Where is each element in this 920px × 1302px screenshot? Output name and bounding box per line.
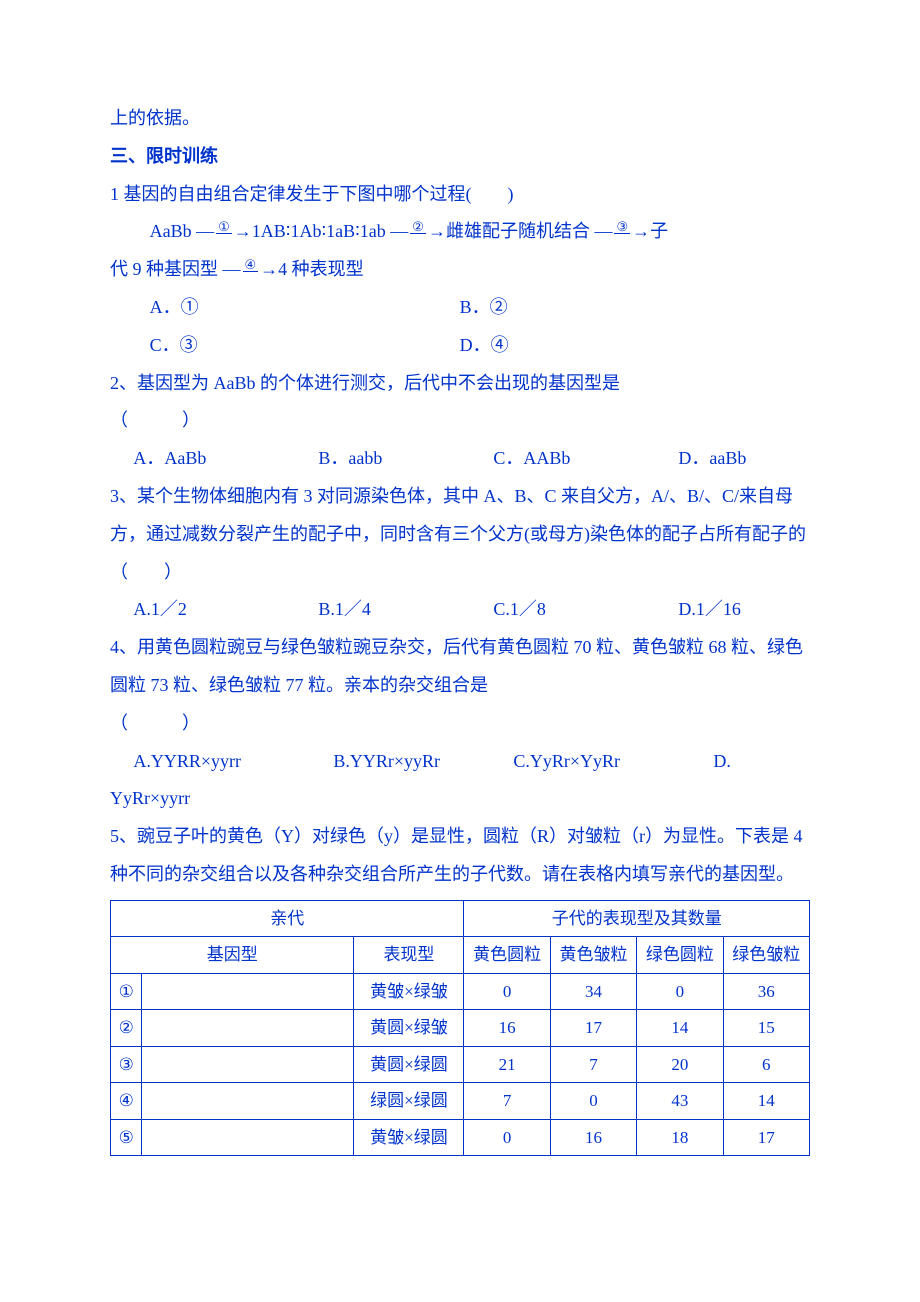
th-c1: 黄色圆粒	[464, 937, 550, 974]
th-c3: 绿色圆粒	[637, 937, 723, 974]
row-v3: 43	[637, 1083, 723, 1120]
q3-opts: A.1／2 B.1／4 C.1／8 D.1／16	[110, 591, 810, 629]
th-offspring: 子代的表现型及其数量	[464, 900, 810, 937]
row-v4: 14	[723, 1083, 809, 1120]
q4-opt-b: B.YYRr×yyRr	[333, 743, 513, 781]
table-row: ③ 黄圆×绿圆 21 7 20 6	[111, 1046, 810, 1083]
q1-flow-mid2: 雌雄配子随机结合	[446, 221, 595, 241]
q1-flow-line2a: 代 9 种基因型	[110, 259, 223, 279]
row-v3: 18	[637, 1119, 723, 1156]
table-row: ④ 绿圆×绿圆 7 0 43 14	[111, 1083, 810, 1120]
row-geno[interactable]	[142, 1083, 354, 1120]
q1-opts-row2: C．③ D．④	[110, 327, 810, 365]
q4-stem: 4、用黄色圆粒豌豆与绿色皱粒豌豆杂交，后代有黄色圆粒 70 粒、黄色皱粒 68 …	[110, 629, 810, 705]
q4-opt-c: C.YyRr×YyRr	[513, 743, 713, 781]
row-geno[interactable]	[142, 1119, 354, 1156]
row-v1: 21	[464, 1046, 550, 1083]
row-idx: ⑤	[111, 1119, 142, 1156]
row-v1: 0	[464, 973, 550, 1010]
th-phenotype: 表现型	[354, 937, 464, 974]
q1-flow-line2b: 4 种表现型	[278, 259, 364, 279]
row-v1: 7	[464, 1083, 550, 1120]
q4-brackets: （ ）	[110, 705, 810, 743]
q3-stem: 3、某个生物体细胞内有 3 对同源染色体，其中 A、B、C 来自父方，A/、B/…	[110, 478, 810, 591]
q1-step-4: ④	[243, 258, 259, 272]
row-idx: ④	[111, 1083, 142, 1120]
q2-stem: 2、基因型为 AaBb 的个体进行测交，后代中不会出现的基因型是	[110, 365, 810, 403]
q1-flow-mid1: 1AB∶1Ab∶1aB∶1ab	[252, 221, 391, 241]
row-geno[interactable]	[142, 1010, 354, 1047]
row-pheno: 黄圆×绿圆	[354, 1046, 464, 1083]
q3-opt-c: C.1／8	[493, 591, 678, 629]
section-3-title: 三、限时训练	[110, 138, 810, 176]
row-v4: 6	[723, 1046, 809, 1083]
q1-step-2: ②	[410, 220, 426, 234]
q4-opts: A.YYRR×yyrr B.YYRr×yyRr C.YyRr×YyRr D.	[110, 743, 810, 781]
q5-stem: 5、豌豆子叶的黄色（Y）对绿色（y）是显性，圆粒（R）对皱粒（r）为显性。下表是…	[110, 818, 810, 894]
table-row: ② 黄圆×绿皱 16 17 14 15	[111, 1010, 810, 1047]
q3-opt-d: D.1／16	[678, 591, 741, 629]
q5-table: 亲代 子代的表现型及其数量 基因型 表现型 黄色圆粒 黄色皱粒 绿色圆粒 绿色皱…	[110, 900, 810, 1157]
th-c4: 绿色皱粒	[723, 937, 809, 974]
row-v2: 34	[550, 973, 636, 1010]
q1-flow-line2: 代 9 种基因型 ―④→4 种表现型	[110, 251, 810, 289]
q1-opt-c: C．③	[150, 327, 460, 365]
q2-brackets: （ ）	[110, 402, 810, 440]
q1-step-3: ③	[614, 220, 630, 234]
table-head-row2: 基因型 表现型 黄色圆粒 黄色皱粒 绿色圆粒 绿色皱粒	[111, 937, 810, 974]
q1-flow-prefix: AaBb	[150, 221, 197, 241]
row-v4: 15	[723, 1010, 809, 1047]
table-head-row1: 亲代 子代的表现型及其数量	[111, 900, 810, 937]
q3-opt-a: A.1／2	[133, 591, 318, 629]
q1-stem: 1 基因的自由组合定律发生于下图中哪个过程( )	[110, 176, 810, 214]
q2-opt-a: A．AaBb	[133, 440, 318, 478]
q2-opt-d: D．aaBb	[678, 440, 746, 478]
q1-step-1: ①	[216, 220, 232, 234]
table-row: ① 黄皱×绿皱 0 34 0 36	[111, 973, 810, 1010]
row-pheno: 黄圆×绿皱	[354, 1010, 464, 1047]
row-v1: 16	[464, 1010, 550, 1047]
q2-opt-b: B．aabb	[318, 440, 493, 478]
q4-opt-d: D.	[713, 743, 731, 781]
th-parent: 亲代	[111, 900, 464, 937]
row-geno[interactable]	[142, 973, 354, 1010]
q3-opt-b: B.1／4	[318, 591, 493, 629]
row-geno[interactable]	[142, 1046, 354, 1083]
row-idx: ③	[111, 1046, 142, 1083]
row-v2: 17	[550, 1010, 636, 1047]
q4-tail: YyRr×yyrr	[110, 780, 810, 818]
row-pheno: 黄皱×绿圆	[354, 1119, 464, 1156]
q1-opt-a: A．①	[150, 289, 460, 327]
row-v2: 0	[550, 1083, 636, 1120]
row-v3: 14	[637, 1010, 723, 1047]
q1-opts-row1: A．① B．②	[110, 289, 810, 327]
row-v3: 0	[637, 973, 723, 1010]
q4-opt-a: A.YYRR×yyrr	[133, 743, 333, 781]
row-v4: 17	[723, 1119, 809, 1156]
q1-flow-line1: AaBb ―①→1AB∶1Ab∶1aB∶1ab ―②→雌雄配子随机结合 ―③→子	[110, 213, 810, 251]
row-idx: ②	[111, 1010, 142, 1047]
row-pheno: 黄皱×绿皱	[354, 973, 464, 1010]
row-pheno: 绿圆×绿圆	[354, 1083, 464, 1120]
table-row: ⑤ 黄皱×绿圆 0 16 18 17	[111, 1119, 810, 1156]
q2-opt-c: C．AABb	[493, 440, 678, 478]
row-v2: 16	[550, 1119, 636, 1156]
row-v1: 0	[464, 1119, 550, 1156]
row-idx: ①	[111, 973, 142, 1010]
q1-opt-b: B．②	[460, 289, 508, 327]
th-c2: 黄色皱粒	[550, 937, 636, 974]
q1-flow-mid3: 子	[650, 221, 668, 241]
q1-opt-d: D．④	[460, 327, 509, 365]
row-v2: 7	[550, 1046, 636, 1083]
page: 上的依据。 三、限时训练 1 基因的自由组合定律发生于下图中哪个过程( ) Aa…	[0, 0, 920, 1302]
th-genotype: 基因型	[111, 937, 354, 974]
q2-opts: A．AaBb B．aabb C．AABb D．aaBb	[110, 440, 810, 478]
row-v3: 20	[637, 1046, 723, 1083]
top-fragment: 上的依据。	[110, 100, 810, 138]
row-v4: 36	[723, 973, 809, 1010]
